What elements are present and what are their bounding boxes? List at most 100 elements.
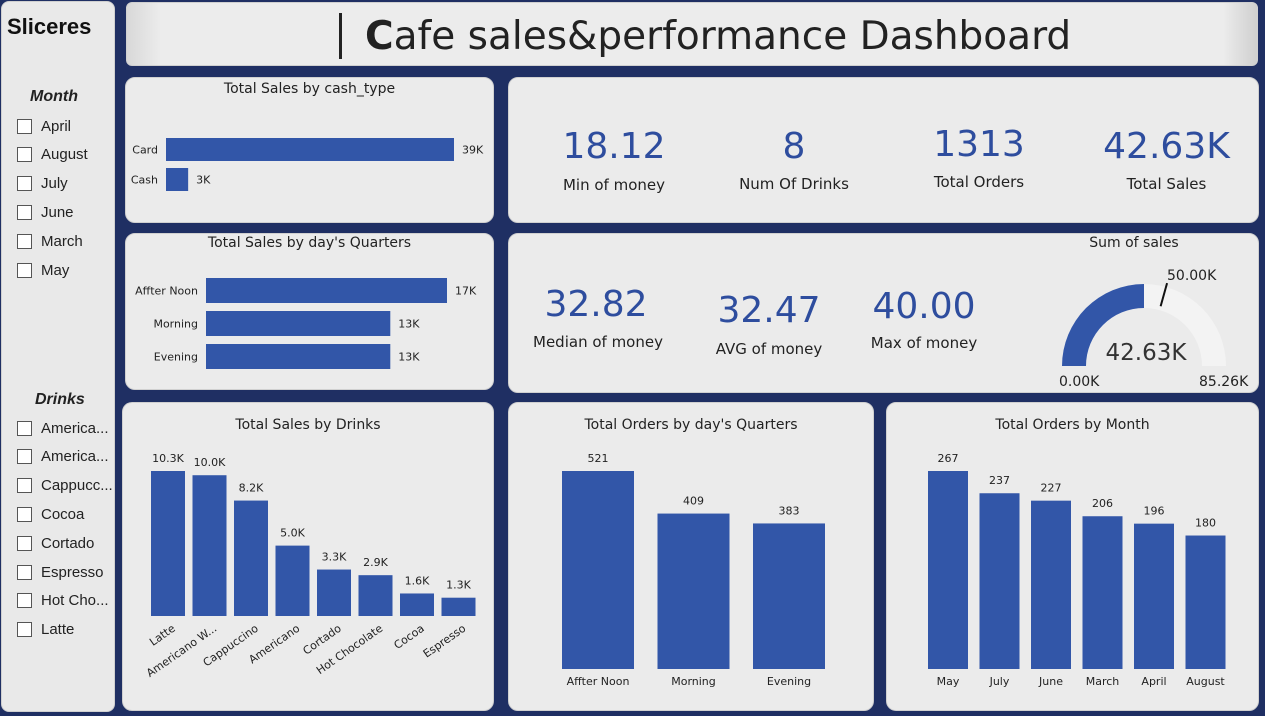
checkbox[interactable] [17,535,32,551]
bar [234,500,268,616]
checkbox[interactable] [17,420,32,436]
checkbox[interactable] [17,506,32,522]
chart-title: Total Orders by Month [995,417,1150,433]
kpi-card-middle: 32.82 Median of money 32.47 AVG of money… [508,233,1259,393]
checkbox[interactable] [17,204,32,220]
max-money-value: 40.00 [872,286,976,327]
checkbox[interactable] [17,622,32,638]
category-label: Cocoa [391,622,426,652]
orders-by-month-visual[interactable]: Total Orders by Month 267 May 237 July 227 Ju… [886,402,1259,711]
drink-slicer-item[interactable]: Hot Cho... [17,591,113,611]
category-label: March [1086,675,1120,688]
slicer-title: Sliceres [7,14,92,39]
category-label: Morning [153,318,198,331]
drink-slicer-label: Cappucc... [41,477,113,495]
category-label: Latte [147,622,178,649]
drink-slicer-item[interactable]: America... [17,447,113,467]
data-label: 10.0K [194,456,226,469]
checkbox[interactable] [17,176,32,192]
data-label: 521 [588,452,609,465]
sales-by-drinks-visual[interactable]: Total Sales by Drinks 10.3K Latte 10.0K Ame… [122,402,494,711]
checkbox[interactable] [17,262,32,278]
month-slicer-label: August [41,146,88,164]
drink-slicer-label: Espresso [41,563,104,581]
bar [441,597,476,616]
data-label: 2.9K [363,556,388,569]
drink-slicer-item[interactable]: America... [17,418,113,438]
data-label: 3.3K [322,551,347,564]
month-slicer-item[interactable]: May [17,260,113,280]
data-label: 180 [1195,517,1216,530]
checkbox[interactable] [17,147,32,163]
orders-by-month-chart: 267 May 237 July 227 June 206 March 196 April 180 A… [928,452,1226,688]
data-label: 17K [455,285,477,298]
drinks-slicer-title: Drinks [35,391,85,408]
data-label: 1.6K [405,574,430,587]
checkbox[interactable] [17,593,32,609]
month-slicer-item[interactable]: July [17,174,113,194]
bar [206,344,391,369]
checkbox[interactable] [17,478,32,494]
month-slicer-label: April [41,117,72,135]
avg-money-label: AVG of money [715,340,823,358]
bar [166,138,454,161]
category-label: Morning [671,675,716,688]
drink-slicer-label: Latte [41,621,75,639]
checkbox[interactable] [17,233,32,249]
bar [753,523,825,669]
checkbox[interactable] [17,564,32,580]
bar [166,168,189,191]
month-slicer-item[interactable]: June [17,202,113,222]
category-label: May [937,675,960,688]
checkbox[interactable] [17,449,32,465]
category-label: Evening [767,675,811,688]
drink-slicer-item[interactable]: Latte [17,620,113,640]
drink-slicer-item[interactable]: Cappucc... [17,476,113,496]
month-slicer-item[interactable]: August [17,145,113,165]
category-label: July [989,675,1010,688]
bar [192,475,227,616]
gauge-max-label: 85.26K [1199,374,1249,390]
bar [206,311,391,336]
gauge-title: Sum of sales [1089,235,1179,251]
drink-slicer-label: Cocoa [41,505,85,523]
category-label: June [1038,675,1063,688]
sales-by-quarters-visual[interactable]: Total Sales by day's Quarters Affter Noo… [125,233,494,390]
chart-title: Total Sales by cash_type [223,81,396,97]
sales-gauge[interactable]: 42.63K 0.00K 85.26K 50.00K [1039,234,1259,394]
sales-by-cash-type-visual[interactable]: Total Sales by cash_type Card 39K Cash 3K [125,77,494,223]
bar [1082,516,1123,669]
median-money-label: Median of money [533,333,663,351]
data-label: 39K [462,144,484,157]
bar [275,545,310,616]
month-slicer-title: Month [30,88,78,105]
bar [928,471,968,669]
sales-by-cash-type-chart: Card 39K Cash 3K [131,138,484,191]
bar [206,278,447,303]
category-label: Americano W... [144,622,219,680]
drink-slicer-label: America... [41,448,109,466]
month-slicer-label: June [41,203,74,221]
bar [1134,523,1174,669]
total-orders-label: Total Orders [933,173,1025,191]
total-sales-value: 42.63K [1103,126,1230,167]
checkbox[interactable] [17,118,32,134]
drink-slicer-item[interactable]: Espresso [17,562,113,582]
data-label: 5.0K [280,527,305,540]
month-slicer-label: May [41,261,70,279]
drink-slicer-item[interactable]: Cocoa [17,504,113,524]
gauge-fill [1062,284,1144,366]
drink-slicer-item[interactable]: Cortado [17,533,113,553]
orders-by-quarters-visual[interactable]: Total Orders by day's Quarters 521 Affter… [508,402,874,711]
month-slicer-item[interactable]: April [17,116,113,136]
total-sales-label: Total Sales [1126,175,1207,193]
category-label: Cash [131,174,158,187]
num-drinks-label: Num Of Drinks [739,175,849,193]
data-label: 10.3K [152,452,184,465]
category-label: Evening [154,351,198,364]
gauge-value: 42.63K [1106,340,1188,366]
data-label: 196 [1144,505,1165,518]
chart-title: Total Sales by day's Quarters [207,235,412,251]
median-money-value: 32.82 [544,284,648,325]
month-slicer-item[interactable]: March [17,231,113,251]
